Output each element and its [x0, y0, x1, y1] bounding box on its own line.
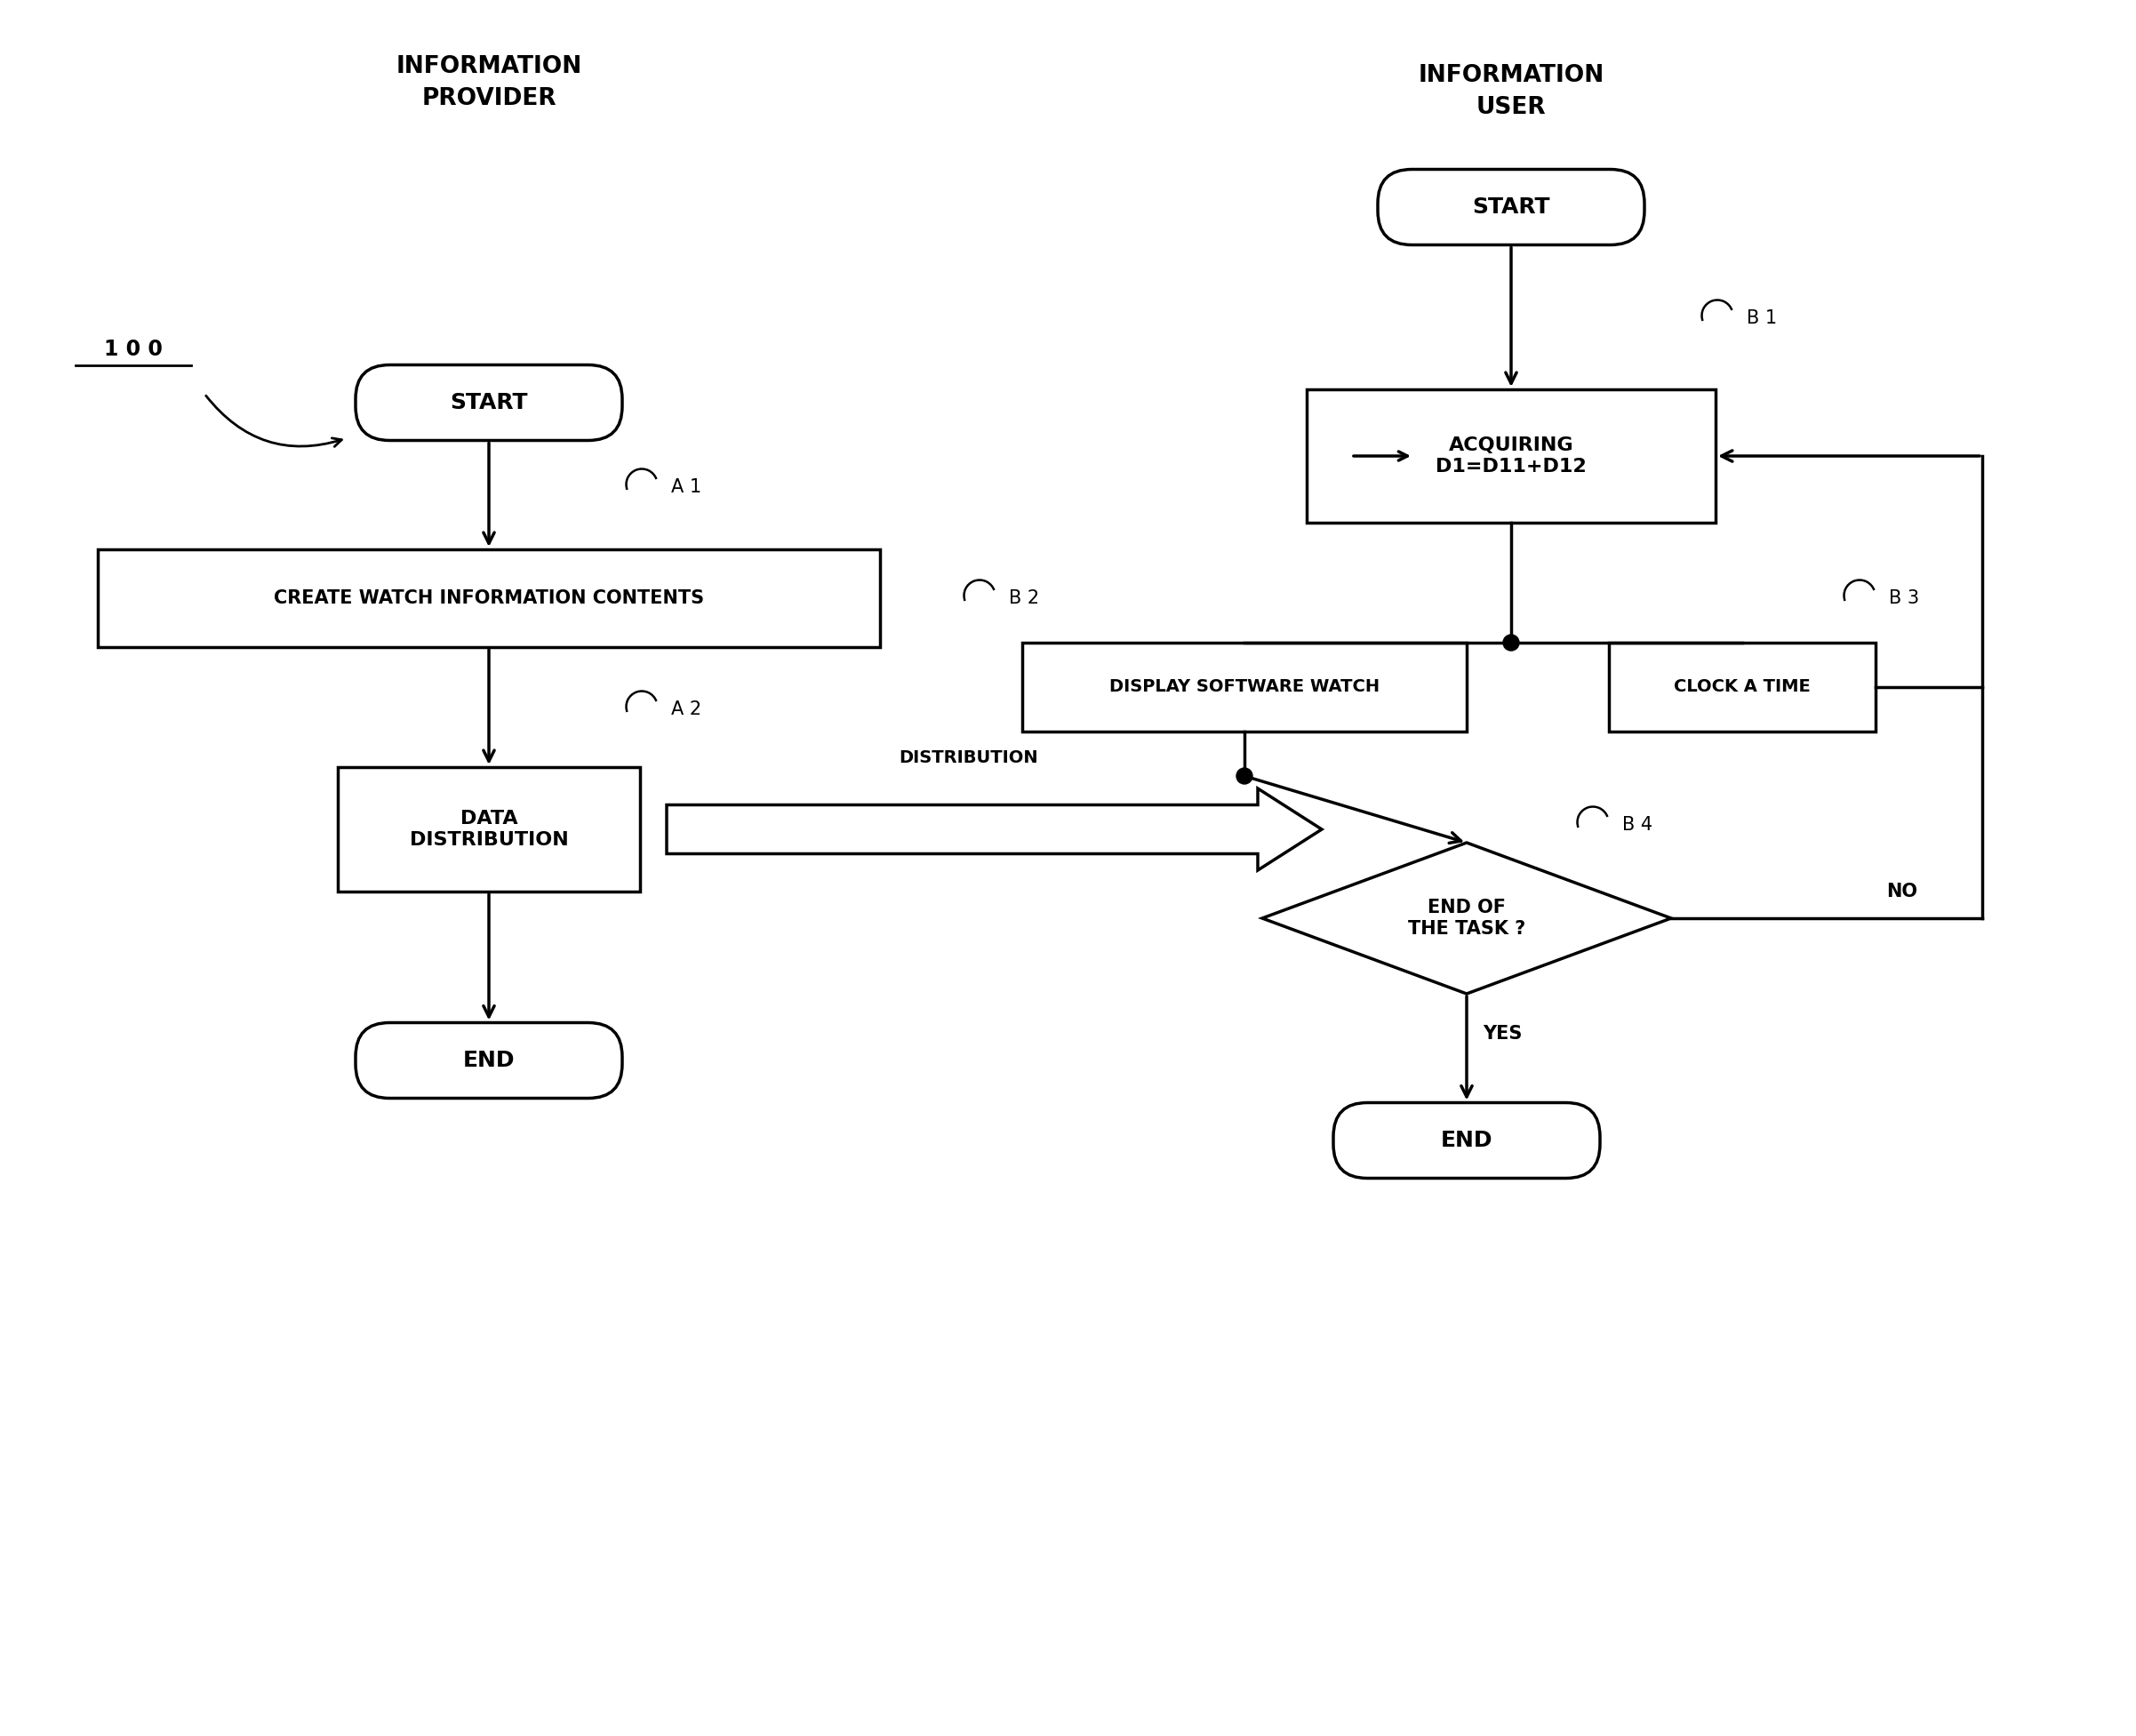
Text: CREATE WATCH INFORMATION CONTENTS: CREATE WATCH INFORMATION CONTENTS [273, 589, 705, 608]
Text: START: START [451, 392, 528, 413]
Text: END: END [464, 1050, 515, 1071]
FancyBboxPatch shape [355, 365, 622, 441]
Text: DATA
DISTRIBUTION: DATA DISTRIBUTION [410, 811, 568, 849]
Text: START: START [1472, 196, 1551, 217]
Text: B 2: B 2 [1008, 589, 1040, 608]
FancyBboxPatch shape [355, 1023, 622, 1099]
Text: A 2: A 2 [671, 700, 701, 719]
Text: DISPLAY SOFTWARE WATCH: DISPLAY SOFTWARE WATCH [1109, 679, 1380, 696]
FancyBboxPatch shape [1608, 642, 1875, 731]
Text: B 3: B 3 [1888, 589, 1920, 608]
Text: B 4: B 4 [1621, 816, 1653, 833]
FancyBboxPatch shape [1307, 389, 1715, 523]
Text: DISTRIBUTION: DISTRIBUTION [899, 750, 1038, 767]
Text: END OF
THE TASK ?: END OF THE TASK ? [1408, 899, 1525, 937]
Text: YES: YES [1482, 1024, 1523, 1043]
FancyBboxPatch shape [337, 767, 641, 892]
Polygon shape [666, 788, 1322, 870]
Text: CLOCK A TIME: CLOCK A TIME [1675, 679, 1811, 696]
Circle shape [1504, 635, 1519, 651]
Text: INFORMATION
PROVIDER: INFORMATION PROVIDER [395, 56, 581, 109]
Text: ACQUIRING
D1=D11+D12: ACQUIRING D1=D11+D12 [1435, 437, 1587, 476]
FancyBboxPatch shape [1023, 642, 1467, 731]
Text: A 1: A 1 [671, 477, 701, 496]
FancyBboxPatch shape [1378, 170, 1645, 245]
Text: B 1: B 1 [1747, 309, 1777, 326]
FancyBboxPatch shape [1333, 1102, 1600, 1179]
FancyBboxPatch shape [98, 549, 880, 648]
Text: 1 0 0: 1 0 0 [105, 339, 162, 359]
Text: END: END [1440, 1130, 1493, 1151]
Polygon shape [1262, 842, 1670, 993]
Text: NO: NO [1886, 882, 1918, 901]
Text: INFORMATION
USER: INFORMATION USER [1418, 64, 1604, 120]
Circle shape [1237, 767, 1252, 785]
